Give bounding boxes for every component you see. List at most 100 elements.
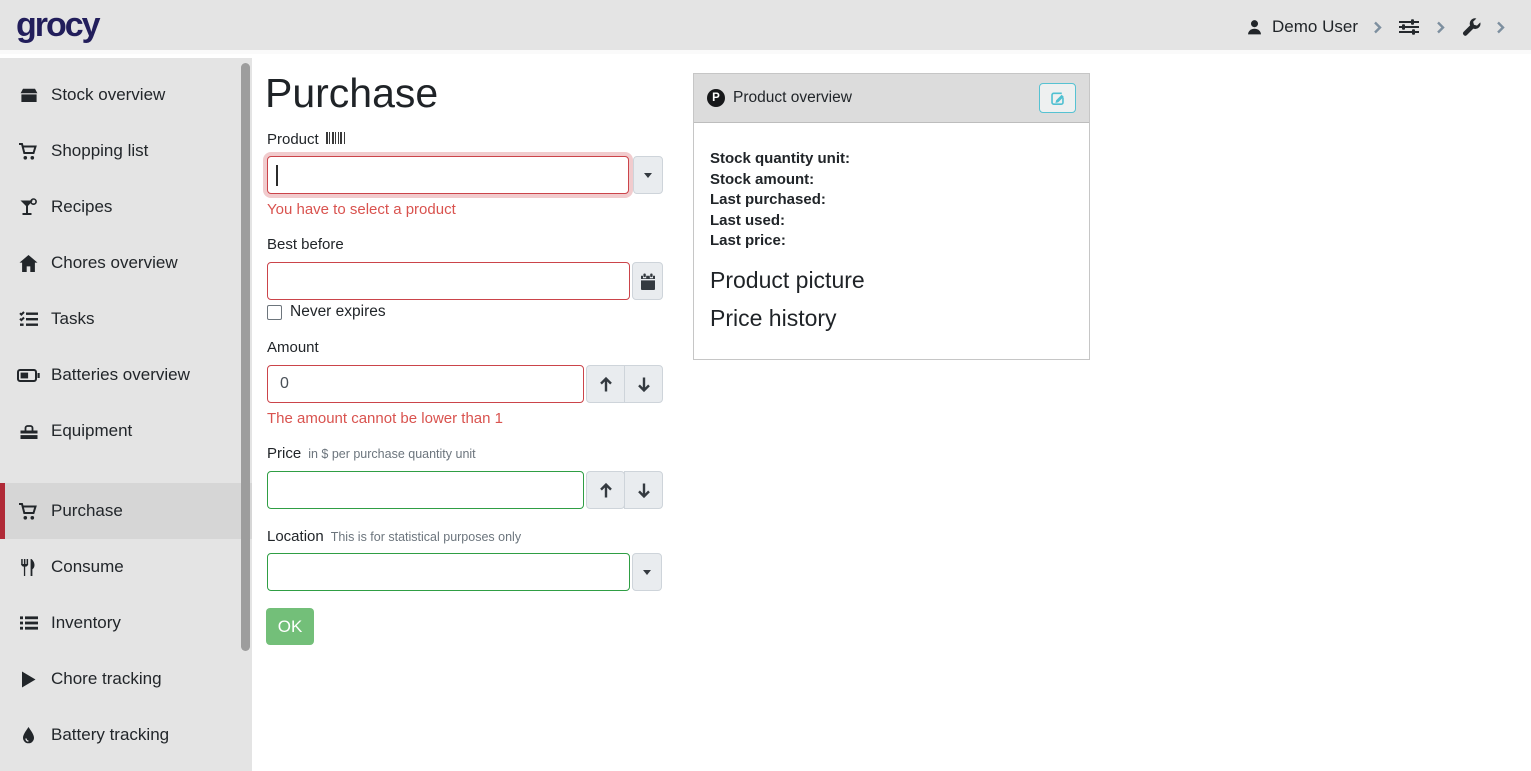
text-cursor — [276, 165, 278, 186]
best-before-input[interactable] — [267, 262, 630, 300]
chevron-right-icon[interactable] — [1436, 21, 1445, 34]
sidebar-scrollbar[interactable] — [241, 63, 250, 651]
battery-icon — [17, 368, 40, 383]
cart-icon — [17, 502, 40, 521]
sidebar-item-chores-overview[interactable]: Chores overview — [0, 235, 252, 291]
sidebar-nav: Stock overview Shopping list Recipes Cho… — [0, 58, 252, 771]
sidebar-item-label: Tasks — [51, 309, 95, 328]
price-label: Price in $ per purchase quantity unit — [267, 445, 476, 462]
location-label: Location This is for statistical purposes… — [267, 528, 522, 545]
top-header: grocy Demo User — [0, 0, 1531, 54]
arrow-down-icon — [636, 376, 652, 393]
settings-menu[interactable] — [1397, 17, 1421, 37]
edit-icon — [1049, 90, 1066, 107]
sidebar-item-label: Battery tracking — [51, 725, 170, 744]
cart-icon — [17, 142, 40, 161]
barcode-icon — [325, 132, 345, 144]
sidebar-item-chore-tracking[interactable]: Chore tracking — [0, 651, 252, 707]
price-increment-button[interactable] — [586, 471, 626, 509]
product-overview-header: P Product overview — [694, 74, 1089, 123]
sidebar-item-label: Equipment — [51, 421, 133, 440]
droplet-icon — [17, 726, 40, 745]
product-error: You have to select a product — [267, 201, 456, 218]
nav-divider — [0, 459, 252, 483]
product-overview-panel: P Product overview Stock quantity unit: … — [693, 73, 1090, 360]
sidebar-item-consume[interactable]: Consume — [0, 539, 252, 595]
list-icon — [17, 615, 40, 631]
price-history-heading: Price history — [710, 304, 837, 331]
user-menu-label: Demo User — [1272, 17, 1358, 36]
amount-increment-button[interactable] — [586, 365, 626, 403]
price-decrement-button[interactable] — [624, 471, 664, 509]
user-icon — [1245, 18, 1264, 37]
price-hint: in $ per purchase quantity unit — [308, 447, 476, 461]
arrow-down-icon — [636, 482, 652, 499]
sidebar-item-tasks[interactable]: Tasks — [0, 291, 252, 347]
product-picture-heading: Product picture — [710, 266, 865, 293]
toolbox-icon — [17, 422, 40, 441]
sidebar-item-shopping-list[interactable]: Shopping list — [0, 123, 252, 179]
amount-error: The amount cannot be lower than 1 — [267, 410, 503, 427]
location-hint: This is for statistical purposes only — [330, 530, 522, 544]
sidebar-item-recipes[interactable]: Recipes — [0, 179, 252, 235]
product-hunt-icon: P — [707, 89, 725, 107]
location-dropdown-button[interactable] — [632, 553, 662, 591]
tasks-icon — [17, 310, 40, 328]
best-before-label: Best before — [267, 236, 344, 253]
edit-product-button[interactable] — [1039, 83, 1076, 113]
product-input[interactable] — [267, 156, 630, 194]
wrench-icon — [1460, 17, 1481, 38]
amount-input[interactable] — [267, 365, 585, 403]
never-expires-checkbox[interactable] — [267, 304, 282, 320]
never-expires-label: Never expires — [290, 303, 386, 320]
stock-amount-row: Stock amount: — [710, 170, 815, 188]
sidebar-item-label: Chore tracking — [51, 669, 162, 688]
sidebar-item-label: Batteries overview — [51, 365, 190, 384]
sidebar-item-inventory[interactable]: Inventory — [0, 595, 252, 651]
sliders-icon — [1397, 17, 1421, 37]
amount-label: Amount — [267, 339, 319, 356]
product-label: Product — [267, 131, 345, 148]
utensils-icon — [17, 558, 40, 577]
sidebar-item-label: Purchase — [51, 501, 123, 520]
cocktail-icon — [17, 197, 40, 217]
grocy-logo[interactable]: grocy — [16, 6, 101, 44]
sidebar-item-label: Consume — [51, 557, 124, 576]
sidebar-item-label: Stock overview — [51, 85, 166, 104]
caret-down-icon — [644, 172, 653, 178]
sidebar-item-purchase[interactable]: Purchase — [0, 483, 252, 539]
calendar-button[interactable] — [632, 262, 663, 300]
sidebar-item-label: Recipes — [51, 197, 113, 216]
last-price-row: Last price: — [710, 232, 786, 249]
chevron-right-icon[interactable] — [1496, 21, 1505, 34]
ok-button[interactable]: OK — [266, 608, 314, 645]
box-icon — [17, 85, 40, 105]
page-title: Purchase — [265, 70, 439, 116]
sidebar-item-equipment[interactable]: Equipment — [0, 403, 252, 459]
sidebar-item-label: Shopping list — [51, 141, 149, 160]
price-input[interactable] — [267, 471, 585, 509]
last-purchased-row: Last purchased: — [710, 191, 826, 208]
sidebar-item-batteries-overview[interactable]: Batteries overview — [0, 347, 252, 403]
chevron-right-icon[interactable] — [1373, 21, 1382, 34]
product-dropdown-button[interactable] — [633, 156, 663, 194]
admin-menu[interactable] — [1460, 17, 1481, 38]
arrow-up-icon — [598, 376, 614, 393]
stock-quantity-unit-row: Stock quantity unit: — [710, 150, 850, 167]
location-input[interactable] — [267, 553, 630, 591]
product-overview-body: Stock quantity unit: Stock amount: Last … — [694, 123, 1089, 332]
play-icon — [17, 670, 40, 689]
home-icon — [17, 254, 40, 273]
last-used-row: Last used: — [710, 211, 786, 229]
sidebar-item-label: Chores overview — [51, 253, 178, 272]
user-menu[interactable]: Demo User — [1245, 17, 1358, 37]
header-menu: Demo User — [1245, 0, 1505, 54]
caret-down-icon — [643, 569, 651, 575]
calendar-icon — [640, 273, 656, 290]
sidebar-item-battery-tracking[interactable]: Battery tracking — [0, 707, 252, 763]
sidebar-item-stock-overview[interactable]: Stock overview — [0, 67, 252, 123]
arrow-up-icon — [598, 482, 614, 499]
sidebar-item-label: Inventory — [51, 613, 121, 632]
product-overview-title: Product overview — [733, 89, 852, 106]
amount-decrement-button[interactable] — [624, 365, 664, 403]
